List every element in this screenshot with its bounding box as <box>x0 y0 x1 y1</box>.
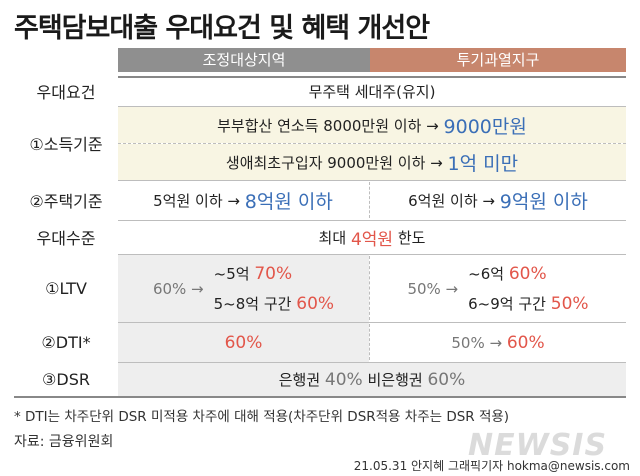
income-line-couple: 부부합산 연소득 8000만원 이하 → 9000만원 <box>118 107 626 143</box>
house-adjusted: 5억원 이하 → 8억원 이하 <box>118 180 368 220</box>
income-line1-text: 부부합산 연소득 8000만원 이하 → <box>217 116 439 135</box>
ltv-spec-base: 50% → <box>407 279 459 298</box>
house-adjusted-highlight: 8억원 이하 <box>244 190 333 213</box>
column-header-adjusted-area: 조정대상지역 <box>118 48 370 72</box>
requirement-value: 무주택 세대주(유지) <box>308 82 436 101</box>
ltv-adjusted-line1-prefix: ~5억 <box>213 264 250 283</box>
ltv-adjusted-line2-prefix: 5~8억 구간 <box>213 294 292 313</box>
income-line1-highlight: 9000만원 <box>443 115 527 138</box>
level-value: 최대 4억원 한도 <box>118 220 626 254</box>
comparison-table: 우대요건 무주택 세대주(유지) ①소득기준 부부합산 연소득 8000만원 이… <box>14 76 626 398</box>
income-line2-highlight: 1억 미만 <box>447 152 519 175</box>
dsr-nonbank-value: 60% <box>427 369 466 390</box>
row-label-income: ①소득기준 <box>14 106 118 180</box>
source-text: 자료: 금융위원회 <box>14 434 114 450</box>
dti-spec-value: 60% <box>506 332 545 353</box>
dti-adjusted: 60% <box>118 323 369 362</box>
dti-adjusted-value: 60% <box>224 332 263 353</box>
row-label-house: ②주택기준 <box>14 180 118 220</box>
level-highlight: 4억원 <box>350 229 394 250</box>
ltv-adjusted-base: 60% → <box>152 279 204 298</box>
page-title: 주택담보대출 우대요건 및 혜택 개선안 <box>14 13 430 44</box>
house-speculative: 6억원 이하 → 9억원 이하 <box>370 180 626 220</box>
ltv-spec-line1-prefix: ~6억 <box>468 264 505 283</box>
newsis-watermark: NEWSIS <box>468 428 608 463</box>
house-spec-highlight: 9억원 이하 <box>499 190 588 213</box>
ltv-spec-line2-prefix: 6~9억 구간 <box>468 294 546 313</box>
house-adjusted-text: 5억원 이하 → <box>153 191 240 210</box>
dsr-bank-value: 40% <box>324 369 363 390</box>
row-label-level: 우대수준 <box>14 220 118 254</box>
house-spec-text: 6억원 이하 → <box>408 191 495 210</box>
credit-text: 21.05.31 안지혜 그래픽기자 hokma@newsis.com <box>353 459 630 473</box>
footnote: * DTI는 차주단위 DSR 미적용 차주에 대해 적용(차주단위 DSR적용… <box>14 409 510 425</box>
dsr-value: 은행권 40% 비은행권 60% <box>118 363 626 396</box>
dti-spec-prefix: 50% → <box>451 333 503 352</box>
dti-speculative: 50% → 60% <box>370 323 626 362</box>
income-line2-text: 생애최초구입자 9000만원 이하 → <box>225 153 443 172</box>
ltv-spec-line1-value: 60% <box>508 263 547 284</box>
ltv-adjusted: 60% → ~5억 70% 5~8억 구간 60% <box>118 255 369 322</box>
income-line-firsttime: 생애최초구입자 9000만원 이하 → 1억 미만 <box>118 144 626 180</box>
column-header-speculative-area: 투기과열지구 <box>370 48 626 72</box>
row-label-ltv: ①LTV <box>14 254 118 322</box>
ltv-adjusted-line1-value: 70% <box>254 263 293 284</box>
ltv-adjusted-line2-value: 60% <box>296 293 335 314</box>
row-label-requirement: 우대요건 <box>14 76 118 106</box>
dsr-nonbank-label: 비은행권 <box>367 371 423 389</box>
ltv-speculative: 50% → ~6억 60% 6~9억 구간 50% <box>370 255 626 322</box>
level-prefix: 최대 <box>318 228 347 247</box>
dsr-bank-label: 은행권 <box>278 371 321 389</box>
level-suffix: 한도 <box>397 228 426 247</box>
ltv-spec-line2-value: 50% <box>550 293 589 314</box>
row-label-dsr: ③DSR <box>14 362 118 396</box>
row-label-dti: ②DTI* <box>14 322 118 362</box>
